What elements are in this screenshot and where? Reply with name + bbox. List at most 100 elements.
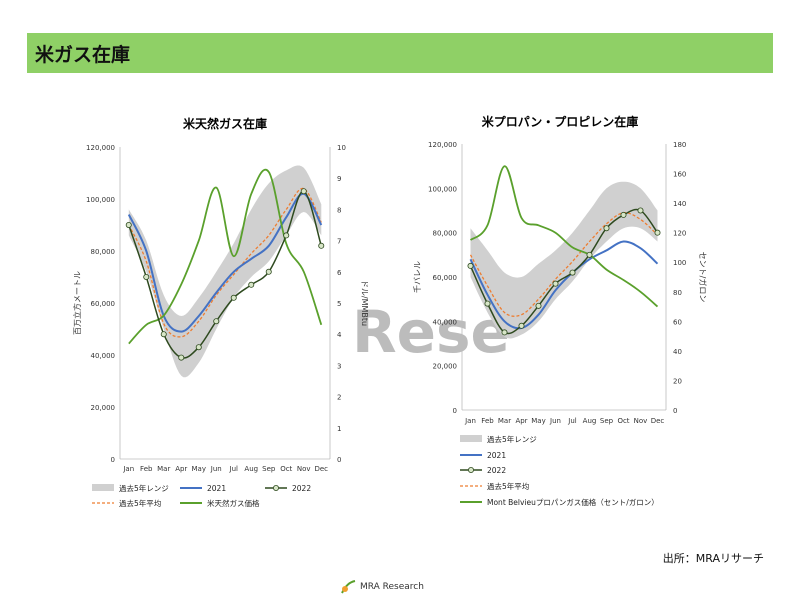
legend-swatch-2022-marker [467,466,474,473]
y2-tick-label: 80 [673,289,682,297]
series-2022-point [603,225,610,232]
series-2022-point [518,322,525,329]
x-tick-label: Dec [314,465,328,473]
page-title: 米ガス在庫 [35,44,131,66]
y2-tick-label: 100 [673,259,686,267]
y2-tick-label: 0 [337,456,341,464]
y2-tick-label: 6 [337,269,342,277]
series-2022-point [248,281,255,288]
y2-tick-label: 60 [673,318,682,326]
y2-tick-label: 180 [673,141,686,149]
chart-2: 米プロパン・プロピレン在庫 0 20,000 40,000 60,000 80,000 10… [412,114,708,507]
x-tick-label: Sep [262,465,276,473]
y2-tick-label: 7 [337,238,341,246]
x-tick-label: Oct [617,417,629,425]
x-tick-label: Jun [549,417,561,425]
y2-axis-label: セント/ガロン [698,252,708,303]
y-tick-label: 20,000 [433,363,458,371]
series-2022-point [318,242,325,249]
y-tick-label: 60,000 [433,274,458,282]
y-tick-label: 120,000 [428,141,457,149]
series-2022-point [569,269,576,276]
y2-axis-label: ドル/MMBtu [360,280,369,326]
series-2022-point [283,232,290,239]
x-tick-label: Aug [244,465,258,473]
page-header: 米ガス在庫 [27,33,773,73]
x-tick-label: Nov [634,417,648,425]
series-2022-point [143,273,150,280]
x-tick-label: Oct [280,465,292,473]
series-2022-point [265,268,272,275]
series-avg-line [128,187,322,338]
y-tick-label: 20,000 [91,404,116,412]
legend-swatch-range [460,435,482,442]
series-price-line [469,165,659,308]
y-tick-label: 40,000 [433,318,458,326]
x-tick-label: Mar [498,417,511,425]
series-2022-point [620,211,627,218]
legend-swatch-range [92,484,114,491]
logo-icon [341,580,356,594]
series-2022-point [230,294,237,301]
series-2022-point [467,262,474,269]
series-2022-point [178,354,185,361]
y2-tick-label: 0 [673,407,677,415]
logo-text: MRA Research [360,582,424,592]
legend-label: 過去5年平均 [487,481,529,491]
series-2022-point [552,280,559,287]
legend-label: 2022 [487,466,506,475]
y-tick-label: 40,000 [91,352,116,360]
series-2022-point [535,302,542,309]
logo: MRA Research [340,578,424,596]
x-tick-label: Nov [297,465,311,473]
x-tick-label: Feb [140,465,153,473]
legend-swatch-2022-marker [272,484,279,491]
y-tick-label: 0 [111,456,115,464]
legend-label: 2021 [207,484,226,493]
series-2022-point [654,229,661,236]
series-2022-line [128,190,323,359]
series-price-line [128,168,323,345]
watermark: Rese [352,298,510,366]
range-band [470,181,658,339]
legend-label: 過去5年レンジ [119,483,169,493]
y2-tick-label: 160 [673,171,686,179]
x-tick-label: Jul [567,417,577,425]
y2-tick-label: 120 [673,230,686,238]
series-2022-point [300,188,307,195]
y-tick-label: 100,000 [86,196,115,204]
series-2022-point [501,329,508,336]
legend-label: 過去5年レンジ [487,434,537,444]
series-2021-line [127,192,323,333]
x-tick-label: Apr [515,417,527,425]
y2-tick-label: 140 [673,200,686,208]
series-2022-point [125,221,132,228]
y-axis-label: 百万立方メートル [72,271,82,335]
y2-tick-label: 4 [337,331,342,339]
x-tick-label: Jun [210,465,222,473]
x-tick-label: May [531,417,545,425]
y2-tick-label: 2 [337,394,341,402]
x-tick-label: Feb [481,417,494,425]
y-tick-label: 0 [453,407,457,415]
range-band [128,165,322,378]
series-2022-point [586,251,593,258]
x-tick-label: Aug [583,417,597,425]
chart-title: 米プロパン・プロピレン在庫 [482,114,639,129]
y-tick-label: 80,000 [91,248,116,256]
legend-label: 米天然ガス価格 [207,498,260,508]
x-tick-label: Mar [157,465,170,473]
series-2021-line [469,240,659,330]
y-tick-label: 60,000 [91,300,116,308]
legend-label: Mont Belvieuプロパンガス価格（セント/ガロン） [487,497,659,507]
legend-label: 2021 [487,451,506,460]
series-2022-point [160,331,167,338]
chart-title: 米天然ガス在庫 [183,116,267,131]
series-2022-point [484,300,491,307]
y2-tick-label: 20 [673,377,682,385]
y-tick-label: 100,000 [428,185,457,193]
y-tick-label: 80,000 [433,230,458,238]
chart-1: 米天然ガス在庫 0 20,000 40,000 60,000 80,000 100,000 1… [72,116,369,508]
x-tick-label: Jul [229,465,239,473]
